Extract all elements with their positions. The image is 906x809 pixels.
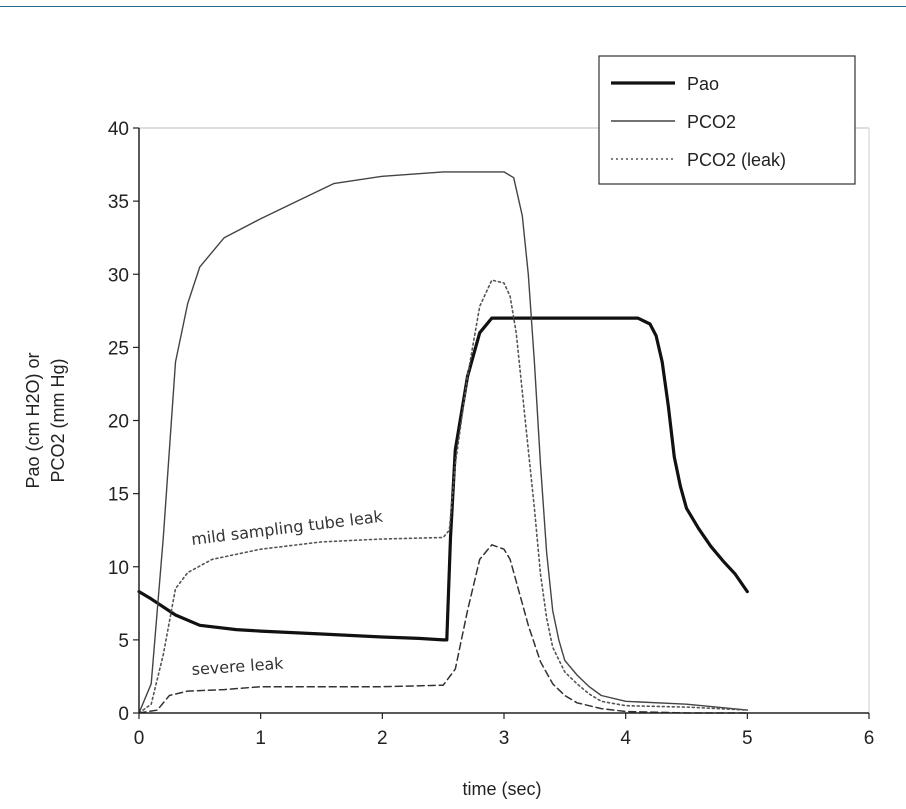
legend-label: PCO2	[687, 112, 736, 132]
x-tick-label: 2	[377, 728, 388, 749]
y-axis-label-line1: Pao (cm H2O) or	[23, 352, 43, 488]
annotation-severe-leak: severe leak	[191, 654, 285, 679]
y-tick-label: 15	[108, 485, 129, 506]
x-tick-label: 3	[499, 728, 510, 749]
y-tick-label: 25	[108, 338, 129, 359]
legend-label: Pao	[687, 74, 719, 94]
x-tick-label: 5	[742, 728, 753, 749]
y-tick-label: 0	[118, 704, 129, 725]
x-tick-label: 4	[620, 728, 631, 749]
x-tick-label: 1	[255, 728, 266, 749]
x-axis-label: time (sec)	[462, 779, 541, 799]
x-tick-label: 6	[864, 728, 875, 749]
series-line-pco2	[138, 171, 748, 714]
y-tick-label: 40	[108, 119, 129, 140]
series-line-pco2-leak	[138, 279, 749, 714]
series-line-pao	[137, 316, 749, 642]
y-tick-label: 30	[108, 265, 129, 286]
y-tick-label: 5	[118, 631, 129, 652]
y-tick-label: 10	[108, 558, 129, 579]
y-tick-label: 20	[108, 412, 129, 433]
annotation-mild-leak: mild sampling tube leak	[190, 507, 384, 549]
series-line-severe-leak	[138, 544, 749, 714]
legend-label: PCO2 (leak)	[687, 150, 786, 170]
y-axis-label-line2: PCO2 (mm Hg)	[48, 358, 68, 482]
y-tick-label: 35	[108, 192, 129, 213]
legend-box	[598, 55, 856, 185]
x-tick-label: 0	[134, 728, 145, 749]
top-border	[0, 0, 906, 7]
